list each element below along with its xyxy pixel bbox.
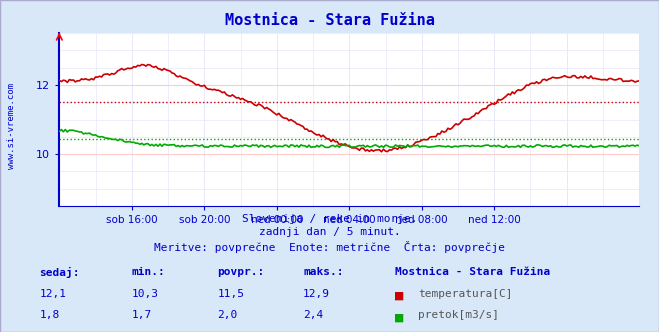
- Text: povpr.:: povpr.:: [217, 267, 265, 277]
- Text: 2,4: 2,4: [303, 310, 324, 320]
- Text: 2,0: 2,0: [217, 310, 238, 320]
- Text: 12,9: 12,9: [303, 289, 330, 299]
- Text: ■: ■: [395, 289, 404, 303]
- Text: temperatura[C]: temperatura[C]: [418, 289, 513, 299]
- Text: 12,1: 12,1: [40, 289, 67, 299]
- Text: Slovenija / reke in morje.: Slovenija / reke in morje.: [242, 214, 417, 224]
- Text: 1,7: 1,7: [132, 310, 152, 320]
- Text: pretok[m3/s]: pretok[m3/s]: [418, 310, 500, 320]
- Text: zadnji dan / 5 minut.: zadnji dan / 5 minut.: [258, 227, 401, 237]
- Text: min.:: min.:: [132, 267, 165, 277]
- Text: ■: ■: [395, 310, 404, 324]
- Text: www.si-vreme.com: www.si-vreme.com: [7, 83, 16, 169]
- Text: Mostnica - Stara Fužina: Mostnica - Stara Fužina: [225, 13, 434, 28]
- Text: Mostnica - Stara Fužina: Mostnica - Stara Fužina: [395, 267, 551, 277]
- Text: Meritve: povprečne  Enote: metrične  Črta: povprečje: Meritve: povprečne Enote: metrične Črta:…: [154, 241, 505, 253]
- Text: 10,3: 10,3: [132, 289, 159, 299]
- Text: 1,8: 1,8: [40, 310, 60, 320]
- Text: maks.:: maks.:: [303, 267, 343, 277]
- Text: 11,5: 11,5: [217, 289, 244, 299]
- Text: sedaj:: sedaj:: [40, 267, 80, 278]
